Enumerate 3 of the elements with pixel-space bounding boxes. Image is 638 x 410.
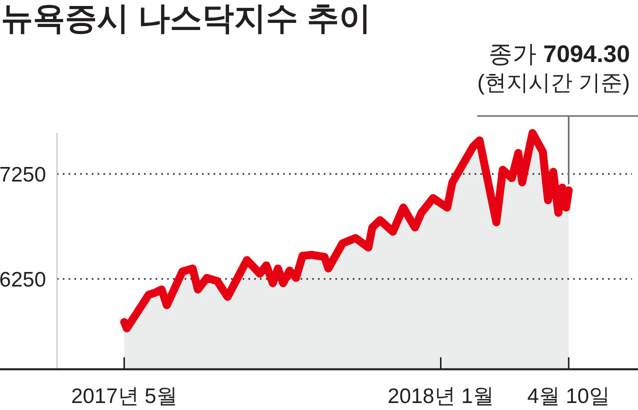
annotation: 종가 7094.30 <box>488 41 630 68</box>
annotation: (현지시간 기준) <box>477 70 630 95</box>
title: 뉴욕증시 나스닥지수 추이 <box>1 0 371 36</box>
